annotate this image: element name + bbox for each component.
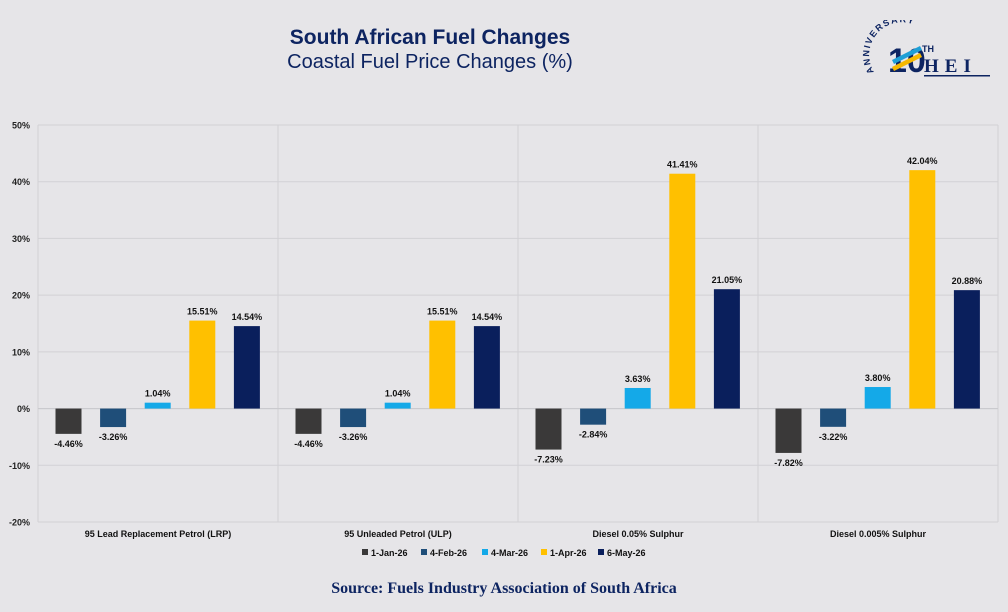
bar <box>233 326 260 409</box>
y-tick-label: -10% <box>9 461 30 471</box>
data-label: 3.80% <box>865 373 891 383</box>
bar <box>580 408 607 425</box>
data-label: 21.05% <box>712 275 743 285</box>
category-label: Diesel 0.005% Sulphur <box>830 529 927 539</box>
y-tick-label: 0% <box>17 404 30 414</box>
data-label: -3.22% <box>819 432 848 442</box>
chart-title: South African Fuel Changes <box>289 26 571 49</box>
y-tick-label: 20% <box>12 291 30 301</box>
bar <box>953 290 980 409</box>
data-label: 1.04% <box>145 389 171 399</box>
bar-chart: -20% -10% 0% 10% 20% 30% 40% 50% -4.46% -3.26% 1.0… <box>9 121 999 558</box>
bar <box>669 173 696 409</box>
bar <box>775 408 802 453</box>
data-label: 3.63% <box>625 374 651 384</box>
category-label: 95 Lead Replacement Petrol (LRP) <box>85 529 232 539</box>
y-tick-label: 30% <box>12 234 30 244</box>
legend-swatch <box>421 549 427 555</box>
bar <box>144 402 171 409</box>
data-label: -2.84% <box>579 430 608 440</box>
logo-suffix: TH <box>922 44 934 54</box>
bar <box>820 408 847 427</box>
bar <box>429 320 456 409</box>
bar <box>473 326 500 409</box>
data-label: 15.51% <box>187 307 218 317</box>
y-tick-label: 50% <box>12 121 30 131</box>
bar <box>909 170 936 409</box>
data-label: 14.54% <box>232 312 263 322</box>
bar <box>535 408 562 450</box>
data-label: 14.54% <box>472 312 503 322</box>
bar <box>295 408 322 434</box>
legend-swatch <box>598 549 604 555</box>
y-tick-label: 10% <box>12 347 30 357</box>
hei-anniversary-logo: ANNIVERSARY 10 TH HEI <box>862 20 990 80</box>
category-label: Diesel 0.05% Sulphur <box>592 529 684 539</box>
logo-stripe-cyan <box>892 46 922 64</box>
data-label: -7.82% <box>774 458 803 468</box>
legend-label: 6-May-26 <box>607 548 646 558</box>
bar <box>864 387 891 409</box>
data-label: 1.04% <box>385 389 411 399</box>
legend-label: 4-Mar-26 <box>491 548 528 558</box>
data-label: 41.41% <box>667 160 698 170</box>
legend-label: 1-Jan-26 <box>371 548 408 558</box>
logo-stripe-gold <box>892 53 922 71</box>
data-label: 20.88% <box>952 276 983 286</box>
data-label: -3.26% <box>99 432 128 442</box>
bar <box>624 387 651 409</box>
bar <box>340 408 367 428</box>
legend-swatch <box>362 549 368 555</box>
y-tick-label: -20% <box>9 518 30 528</box>
data-label: -4.46% <box>54 439 83 449</box>
data-label: 15.51% <box>427 307 458 317</box>
y-tick-label: 40% <box>12 177 30 187</box>
category-label: 95 Unleaded Petrol (ULP) <box>344 529 452 539</box>
legend-label: 1-Apr-26 <box>550 548 587 558</box>
logo-underline <box>924 75 990 77</box>
data-label: 42.04% <box>907 156 938 166</box>
bar <box>384 402 411 409</box>
chart-subtitle: Coastal Fuel Price Changes (%) <box>287 51 573 73</box>
data-label: -3.26% <box>339 432 368 442</box>
bar <box>189 320 216 409</box>
bar <box>713 289 740 409</box>
bar <box>55 408 82 434</box>
legend-swatch <box>541 549 547 555</box>
legend-swatch <box>482 549 488 555</box>
legend-label: 4-Feb-26 <box>430 548 467 558</box>
source-note: Source: Fuels Industry Association of So… <box>331 580 677 597</box>
bar <box>100 408 127 428</box>
data-label: -4.46% <box>294 439 323 449</box>
data-label: -7.23% <box>534 455 563 465</box>
logo-letters: HEI <box>924 56 977 77</box>
